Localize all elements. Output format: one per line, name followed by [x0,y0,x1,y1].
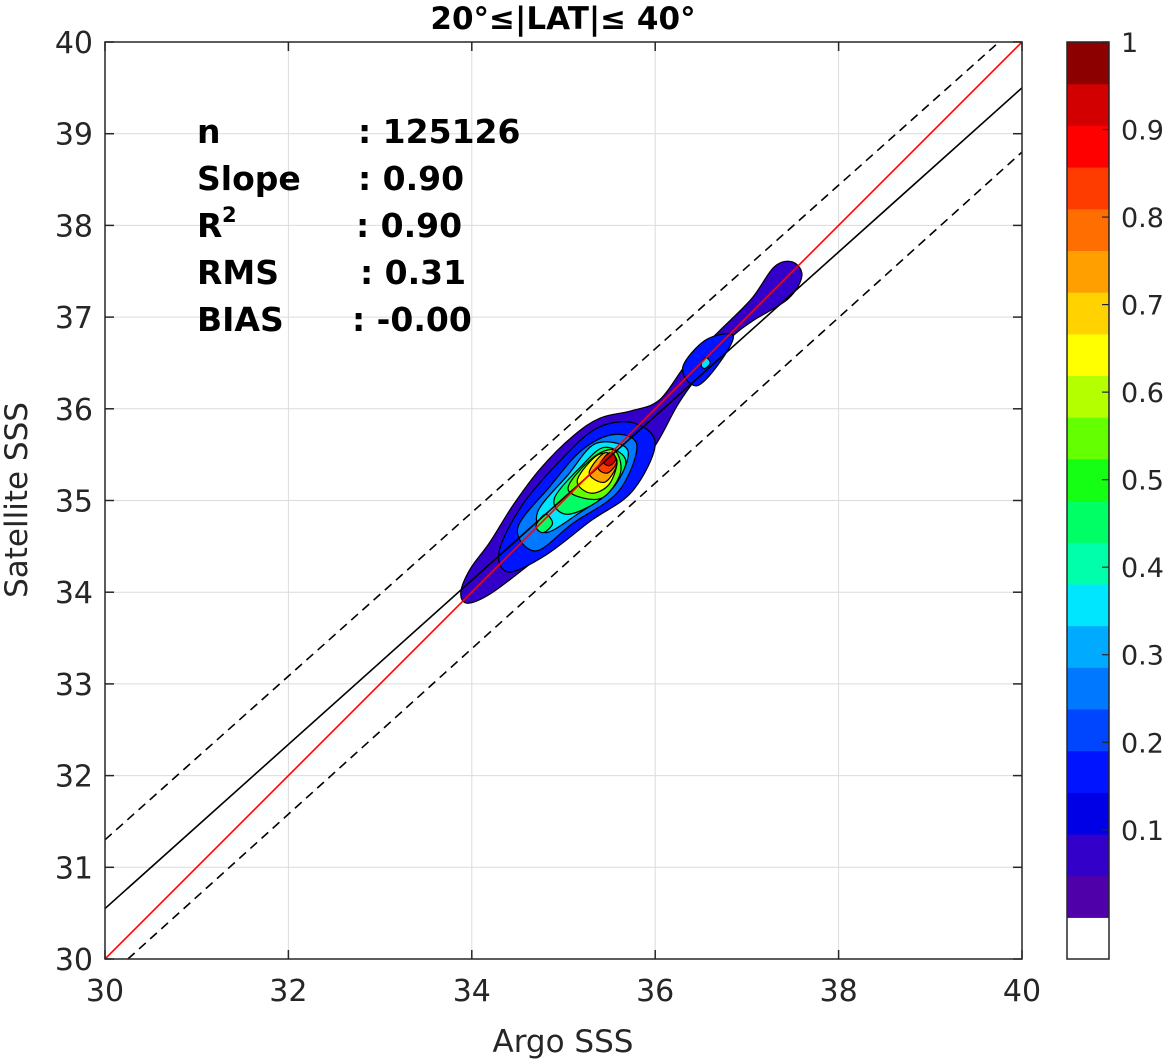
colorbar: 0.1 0.2 0.3 0.4 0.5 0.6 0.7 0.8 0.9 1 [1066,28,1164,960]
colorbar-segment [1067,667,1109,710]
stat-label: BIAS [197,300,284,339]
x-tick-label: 40 [1003,974,1041,1009]
stat-value: : 0.90 [358,159,464,198]
colorbar-segment [1067,167,1109,210]
colorbar-segment [1067,208,1109,252]
y-tick-label: 40 [55,26,93,61]
x-tick-label: 36 [636,974,674,1009]
y-tick-label: 31 [55,851,93,886]
y-tick-label: 34 [55,576,93,611]
colorbar-segment [1067,375,1109,418]
colorbar-tick-label: 0.4 [1121,553,1164,584]
colorbar-tick-label: 0.1 [1121,816,1164,847]
colorbar-segment [1067,83,1109,126]
x-axis-label: Argo SSS [493,1024,634,1060]
stat-label-superscript: 2 [222,203,237,227]
x-tick-label: 32 [269,974,307,1009]
y-tick-label: 38 [55,209,93,244]
colorbar-segment [1067,875,1109,918]
lower-bound-line [127,151,1022,959]
colorbar-tick-label: 0.3 [1121,641,1164,672]
stat-value: : -0.00 [352,300,472,339]
colorbar-segment [1067,42,1109,85]
y-tick-label: 39 [55,118,93,153]
stat-value: : 0.90 [356,206,462,245]
stat-value: : 0.31 [360,253,466,292]
colorbar-segment [1067,125,1109,168]
colorbar-segment [1067,250,1109,293]
x-tick-label: 38 [820,974,858,1009]
colorbar-segment [1067,500,1109,543]
y-tick-label: 32 [55,760,93,795]
y-tick-label: 37 [55,301,93,336]
colorbar-segment [1067,542,1109,585]
y-tick-label: 35 [55,485,93,520]
stat-value: : 125126 [358,112,520,151]
y-tick-label: 30 [55,943,93,978]
reference-lines [105,42,1022,959]
colorbar-tick-label: 0.7 [1121,291,1164,322]
colorbar-segment [1067,417,1109,460]
stat-label: R [197,206,222,245]
colorbar-segment [1067,750,1109,793]
x-tick-label: 30 [86,974,124,1009]
y-axis-label: Satellite SSS [0,402,35,598]
colorbar-segment [1067,333,1109,377]
stat-label: n [197,112,221,151]
y-tick-label: 36 [55,393,93,428]
one-to-one-line [105,42,1022,959]
stat-label: RMS [197,253,279,292]
regression-line [105,87,1022,910]
colorbar-tick-label: 0.6 [1121,378,1164,409]
axis-ticks: 30 32 34 36 38 40 30 31 32 33 34 35 36 37 38 39 40 [55,26,1041,1009]
colorbar-segment [1067,292,1109,335]
colorbar-tick-label: 0.9 [1121,116,1164,147]
stat-label: Slope [197,159,301,198]
colorbar-segment [1067,625,1109,668]
colorbar-segment [1067,792,1109,835]
colorbar-segment [1067,917,1109,960]
chart-title: 20°≤|LAT|≤ 40° [430,1,695,37]
colorbar-segment [1067,833,1109,877]
x-tick-label: 34 [453,974,491,1009]
colorbar-tick-label: 1 [1121,28,1138,59]
colorbar-tick-label: 0.2 [1121,728,1164,759]
colorbar-segment [1067,583,1109,627]
colorbar-tick-label: 0.8 [1121,203,1164,234]
colorbar-frame [1066,41,1110,960]
grid-lines [104,41,1023,960]
colorbar-tick-label: 0.5 [1121,466,1164,497]
upper-bound-line [105,42,1000,841]
stats-annotation: n : 125126 Slope : 0.90 R 2 : 0.90 RMS : 0.31 BIA… [197,112,520,339]
colorbar-segment [1067,708,1109,752]
y-tick-label: 33 [55,668,93,703]
